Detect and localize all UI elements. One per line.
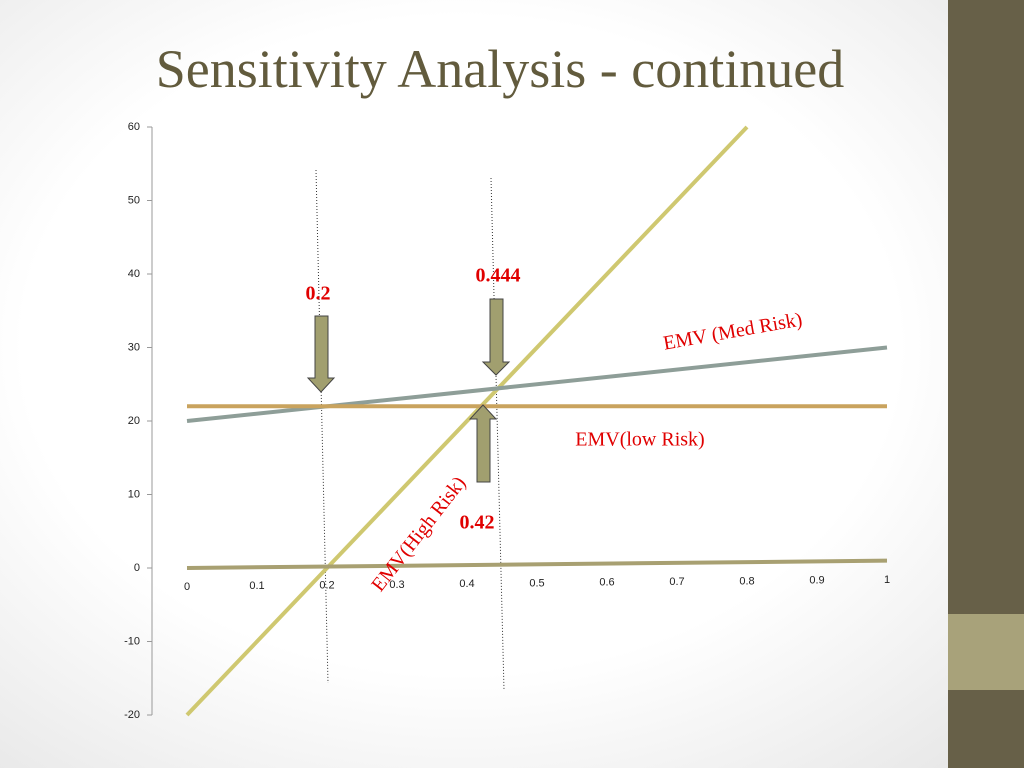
x-tick-label: 0.9 [809,575,824,587]
x-tick-label: 0.4 [459,578,474,590]
x-tick-label: 0 [184,581,190,593]
side-accent [948,614,1024,690]
x-tick-label: 1 [884,574,890,586]
x-tick-label: 0.3 [389,579,404,591]
y-tick-label: 50 [128,194,140,206]
y-tick-label: 10 [128,488,140,500]
guide-line [490,177,505,691]
y-tick-label: 0 [134,562,140,574]
y-tick-label: 60 [128,121,140,133]
annotation: 0.42 [460,512,495,534]
series-label: EMV(low Risk) [575,429,704,451]
y-tick-label: -20 [124,709,140,721]
series-line [185,125,749,717]
x-tick-label: 0.6 [599,577,614,589]
annotation: 0.444 [476,265,521,287]
series-line [186,558,888,570]
y-tick-label: 40 [128,268,140,280]
series-label: EMV(High Risk) [367,472,470,595]
arrow [481,298,511,376]
slide-title: Sensitivity Analysis - continued [155,39,845,99]
x-tick-label: 0.2 [319,580,334,592]
series-label: EMV (Med Risk) [662,309,804,355]
x-tick-label: 0.1 [249,580,264,592]
guide-line [315,169,329,684]
y-tick-label: 30 [128,341,140,353]
x-tick-label: 0.5 [529,577,544,589]
annotation: 0.2 [306,283,331,305]
x-tick-label: 0.7 [669,576,684,588]
y-tick-label: 20 [128,415,140,427]
series-line [186,345,888,423]
arrow [468,404,498,483]
y-tick-label: -10 [124,635,140,647]
arrow [306,315,336,393]
x-tick-label: 0.8 [739,575,754,587]
chart: -20 -10 0 10 20 30 40 50 60 0 0.1 0.2 0.3 0.4 0.5 0.6 0.… [124,121,890,721]
